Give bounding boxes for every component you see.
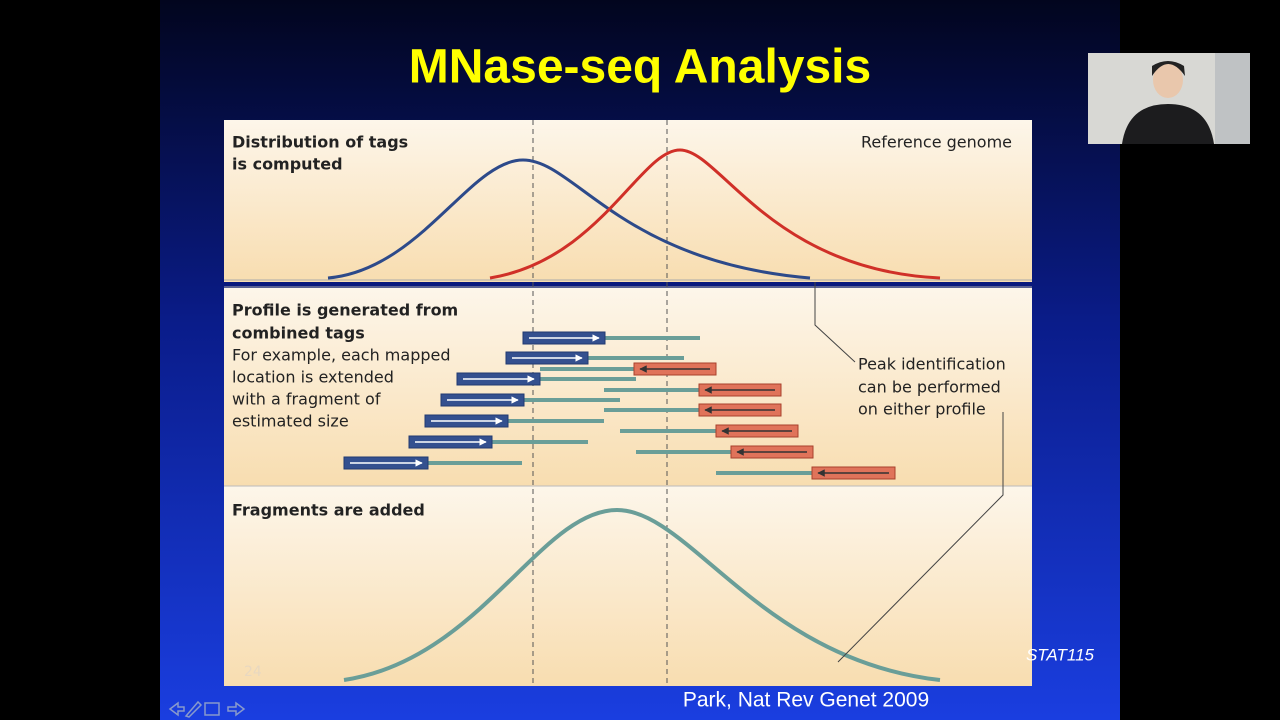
panel	[224, 120, 1032, 282]
citation: Park, Nat Rev Genet 2009	[683, 689, 929, 712]
note: on either profile	[858, 400, 986, 419]
heading: Fragments are added	[232, 501, 425, 520]
heading: Distribution of tags	[232, 133, 408, 152]
combined-curve	[343, 507, 941, 682]
body-text: estimated size	[232, 412, 349, 431]
body-text: location is extended	[232, 368, 394, 387]
pen-button[interactable]	[184, 700, 203, 718]
slide-number: 24	[244, 664, 262, 680]
note: Peak identification	[858, 355, 1006, 374]
heading: Profile is generated from	[232, 301, 458, 320]
body-text: For example, each mapped	[232, 346, 451, 365]
webcam	[1088, 53, 1250, 144]
fragments	[343, 331, 896, 480]
slide-title: MNase-seq Analysis	[409, 41, 871, 94]
reverse-curve	[489, 148, 941, 280]
body-text: with a fragment of	[232, 390, 381, 409]
forward-curve	[327, 158, 811, 280]
nav-controls[interactable]	[168, 700, 246, 718]
course-label: STAT115	[1026, 645, 1095, 664]
heading: is computed	[232, 155, 343, 174]
prev-button[interactable]	[168, 701, 185, 717]
menu-button[interactable]	[204, 702, 220, 716]
heading: combined tags	[232, 324, 365, 343]
label: Reference genome	[861, 133, 1012, 152]
next-button[interactable]	[227, 701, 246, 717]
panel	[224, 486, 1032, 686]
connector	[837, 412, 1004, 663]
panel	[224, 288, 1032, 486]
figure: Distribution of tags is computed Referen…	[224, 120, 1032, 686]
connector	[814, 282, 856, 363]
note: can be performed	[858, 378, 1001, 397]
